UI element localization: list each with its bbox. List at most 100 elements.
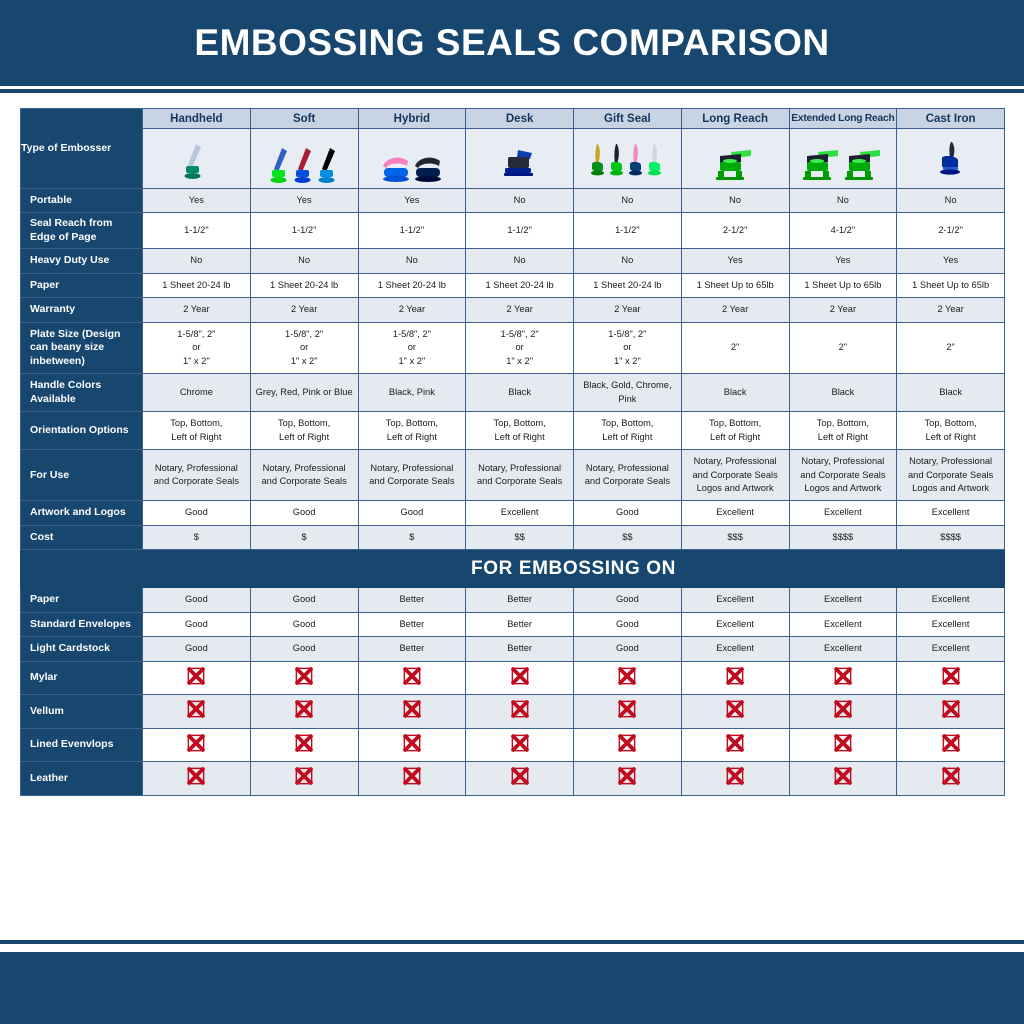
table-cell: Black, Gold, Chrome, Pink	[573, 373, 682, 413]
table-cell: Good	[142, 636, 251, 662]
table-cell: 1-1/2"	[465, 212, 574, 250]
table-cell: Better	[465, 611, 574, 638]
embosser-image-hybrid	[382, 157, 409, 182]
table-cell	[357, 694, 467, 729]
table-cell	[465, 694, 574, 729]
row-label-artwork-and-logos: Artwork and Logos	[20, 500, 143, 526]
table-cell: Good	[249, 500, 359, 526]
row-label-portable: Portable	[20, 187, 143, 214]
table-cell: Good	[142, 587, 251, 613]
table-cell: Better	[357, 611, 467, 638]
table-cell: Good	[573, 587, 682, 613]
table-cell: Excellent	[680, 611, 790, 638]
x-mark-icon	[833, 700, 852, 719]
table-cell: Notary, Professional and Corporate Seals L…	[896, 449, 1005, 502]
x-mark-icon	[402, 733, 421, 752]
table-cell	[573, 660, 682, 696]
x-mark-icon	[402, 666, 421, 685]
table-row: Seal Reach from Edge of Page 1-1/2" 1-1/2"…	[20, 212, 1005, 250]
row-label-lined-evenvlops: Lined Evenvlops	[20, 727, 143, 763]
table-cell: 2-1/2"	[896, 212, 1005, 250]
table-cell: 1-1/2"	[573, 212, 682, 250]
table-cell	[465, 660, 574, 696]
x-mark-icon	[941, 767, 960, 786]
column-header-soft: Soft	[249, 108, 359, 129]
table-cell: 1-5/8", 2" or 1" x 2"	[465, 321, 574, 375]
table-cell	[896, 761, 1005, 796]
table-cell: 2 Year	[142, 297, 251, 323]
table-cell: Yes	[142, 187, 251, 214]
table-cell: Yes	[357, 187, 467, 214]
table-cell	[680, 727, 790, 763]
embosser-image-longreach	[802, 149, 838, 180]
table-cell: 2 Year	[249, 297, 359, 323]
table-cell: No	[896, 187, 1005, 214]
table-row: Heavy Duty Use No No No No No Yes Yes Yes	[20, 248, 1005, 274]
table-cell: Black	[680, 373, 790, 413]
row-label-standard-envelopes: Standard Envelopes	[20, 611, 143, 638]
x-mark-icon	[510, 733, 529, 752]
table-cell: 1 Sheet 20-24 lb	[142, 272, 251, 299]
embosser-image-hybrid	[414, 157, 441, 182]
banner-divider	[0, 86, 1024, 100]
x-mark-icon	[726, 700, 745, 719]
embosser-image-longreach	[844, 149, 880, 180]
table-cell: 2"	[788, 321, 898, 375]
table-cell: Top, Bottom, Left of Right	[680, 411, 790, 451]
column-header-cast-iron: Cast Iron	[896, 108, 1005, 129]
table-cell: $	[357, 524, 467, 551]
table-cell: 1-5/8", 2" or 1" x 2"	[573, 321, 682, 375]
table-row: Standard Envelopes Good Good Better Better Go…	[20, 611, 1005, 638]
table-cell: 1 Sheet Up to 65lb	[680, 272, 790, 299]
column-header-long-reach: Long Reach	[680, 108, 790, 129]
embosser-image-cell	[465, 128, 574, 189]
embosser-image-cell	[142, 128, 251, 189]
table-cell: No	[680, 187, 790, 214]
table-cell	[896, 660, 1005, 696]
embosser-image-cell	[249, 128, 359, 189]
table-cell: Excellent	[680, 500, 790, 526]
table-cell: Excellent	[465, 500, 574, 526]
table-cell	[788, 727, 898, 763]
table-cell: Excellent	[788, 636, 898, 662]
table-cell	[142, 727, 251, 763]
table-cell: Notary, Professional and Corporate Seals	[357, 449, 467, 502]
table-row: Warranty 2 Year 2 Year 2 Year 2 Year 2 Year 2 …	[20, 297, 1005, 323]
table-cell	[357, 761, 467, 796]
x-mark-icon	[941, 733, 960, 752]
row-label-seal-reach-from-edge-of-page: Seal Reach from Edge of Page	[20, 212, 143, 250]
table-cell: Excellent	[680, 587, 790, 613]
table-cell	[142, 694, 251, 729]
x-mark-icon	[402, 700, 421, 719]
x-mark-icon	[187, 733, 206, 752]
table-cell: Black	[788, 373, 898, 413]
table-cell: Excellent	[896, 500, 1005, 526]
table-cell	[249, 761, 359, 796]
column-header-handheld: Handheld	[142, 108, 251, 129]
x-mark-icon	[618, 700, 637, 719]
table-row: Portable Yes Yes Yes No No No No No	[20, 187, 1005, 214]
row-label-cost: Cost	[20, 524, 143, 551]
x-mark-icon	[295, 733, 314, 752]
table-cell: Good	[249, 636, 359, 662]
table-row: Handle Colors Available Chrome Grey, Red, …	[20, 373, 1005, 413]
table-cell: Excellent	[680, 636, 790, 662]
table-cell: $$	[465, 524, 574, 551]
table-cell: 1 Sheet 20-24 lb	[357, 272, 467, 299]
table-row: Paper 1 Sheet 20-24 lb 1 Sheet 20-24 lb 1 S…	[20, 272, 1005, 299]
x-mark-icon	[941, 700, 960, 719]
table-cell	[573, 727, 682, 763]
table-cell: Black	[465, 373, 574, 413]
row-label-plate-size-design-can-beany-size-inbetween: Plate Size (Design can beany size inbetw…	[20, 321, 143, 375]
table-cell: No	[788, 187, 898, 214]
x-mark-icon	[726, 767, 745, 786]
table-cell	[249, 660, 359, 696]
table-cell: 1 Sheet 20-24 lb	[573, 272, 682, 299]
table-cell: 4-1/2"	[788, 212, 898, 250]
table-cell: Notary, Professional and Corporate Seals	[573, 449, 682, 502]
x-mark-icon	[295, 700, 314, 719]
section-banner-row: FOR EMBOSSING ON	[20, 549, 1005, 589]
table-cell: 1-5/8", 2" or 1" x 2"	[142, 321, 251, 375]
embosser-image-castiron	[939, 141, 960, 175]
table-cell: 1-1/2"	[142, 212, 251, 250]
